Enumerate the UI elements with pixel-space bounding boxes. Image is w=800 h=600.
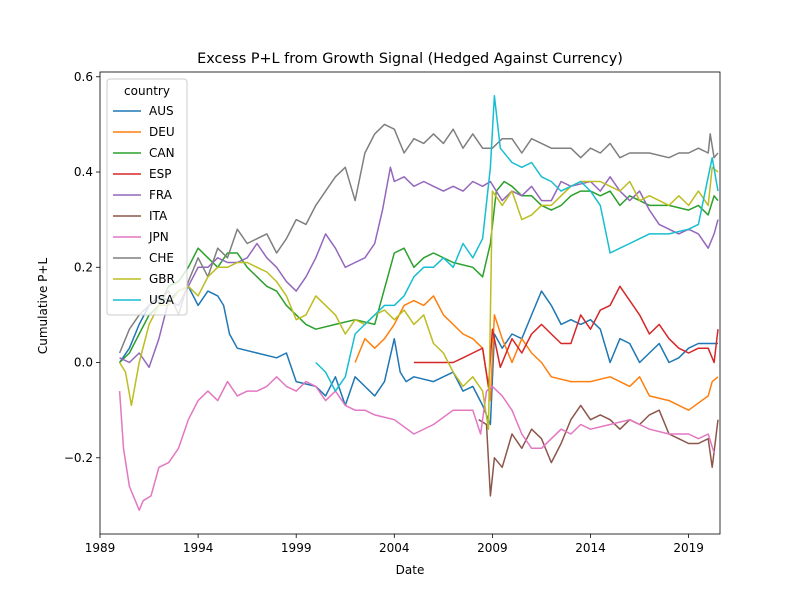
x-tick-label: 2019	[673, 541, 704, 555]
legend-box	[106, 78, 188, 316]
series-line-deu	[354, 295, 719, 411]
x-tick-label: 2009	[477, 541, 508, 555]
y-axis-label: Cumulative P+L	[36, 258, 50, 355]
legend-label-jpn: JPN	[148, 230, 169, 244]
y-tick-label: 0.2	[74, 260, 93, 274]
x-tick-label: 1989	[85, 541, 116, 555]
series-line-esp	[413, 285, 719, 388]
legend-label-fra: FRA	[149, 188, 173, 202]
series-line-fra	[119, 166, 719, 369]
legend-label-gbr: GBR	[149, 272, 175, 286]
series-line-che	[118, 123, 719, 354]
legend-label-aus: AUS	[149, 104, 174, 118]
series-line-gbr	[118, 166, 719, 430]
plot-frame	[99, 71, 721, 535]
legend-label-ita: ITA	[149, 209, 168, 223]
chart-title: Excess P+L from Growth Signal (Hedged Ag…	[197, 51, 623, 67]
x-axis-label: Date	[396, 563, 425, 577]
y-tick-label: 0.0	[74, 356, 93, 370]
y-tick-label: 0.4	[74, 165, 93, 179]
legend-label-che: CHE	[149, 251, 174, 265]
series-line-aus	[118, 285, 718, 426]
legend-title: country	[124, 84, 170, 98]
legend-label-can: CAN	[149, 146, 175, 160]
legend-label-esp: ESP	[149, 167, 171, 181]
series-line-usa	[315, 95, 719, 392]
series-line-ita	[478, 404, 719, 497]
x-tick-label: 2004	[379, 541, 410, 555]
x-tick-label: 1999	[281, 541, 312, 555]
series-layer	[118, 95, 719, 511]
y-tick-label: −0.2	[64, 451, 93, 465]
legend-label-deu: DEU	[149, 125, 175, 139]
x-tick-label: 1994	[183, 541, 214, 555]
y-tick-label: 0.6	[74, 70, 93, 84]
legend-label-usa: USA	[149, 293, 175, 307]
series-line-jpn	[118, 376, 715, 511]
x-tick-label: 2014	[575, 541, 606, 555]
legend: country AUS DEU CAN ESP FRA ITA JPN CHE GBR USA	[106, 78, 188, 316]
ticks-layer: 1989 1994 1999 2004 2009 2014 2019 −0.2 0.0 0.2 0.…	[64, 70, 704, 555]
series-line-can	[119, 180, 719, 364]
